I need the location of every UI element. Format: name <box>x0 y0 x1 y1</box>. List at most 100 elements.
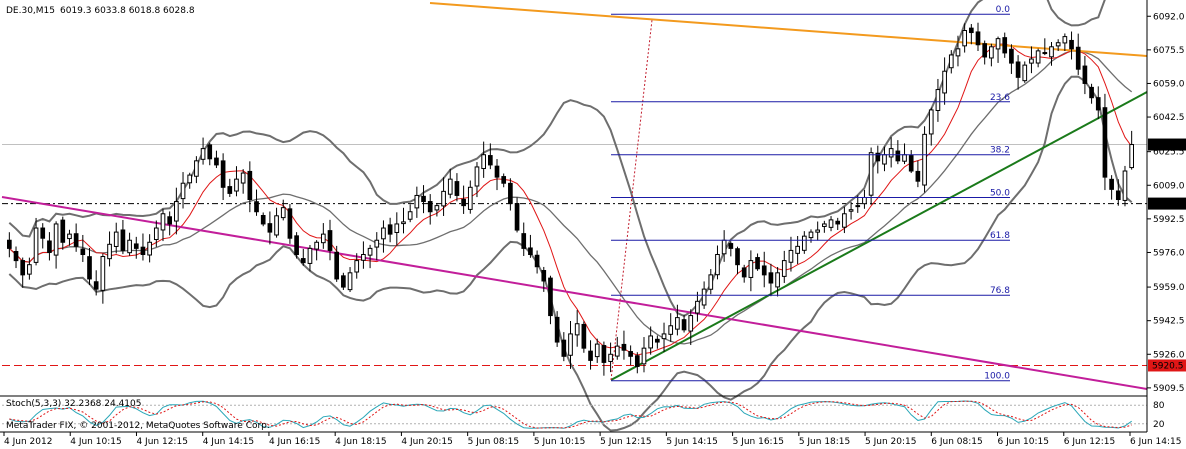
candle-body <box>347 272 353 291</box>
candle-body <box>661 333 667 340</box>
candle-body <box>908 155 914 172</box>
candle-body <box>528 247 533 255</box>
candle-body <box>648 335 654 349</box>
candle-body <box>574 323 580 336</box>
candle-body <box>414 194 420 209</box>
time-tick-label: 6 Jun 14:15 <box>1130 437 1181 447</box>
candle-body <box>815 229 821 233</box>
candle-body <box>608 353 613 362</box>
time-tick-label: 5 Jun 12:15 <box>600 437 651 447</box>
candle-body <box>294 235 299 255</box>
candle-body <box>467 186 473 210</box>
candle-body <box>882 154 887 165</box>
candle-body <box>982 43 988 58</box>
candle-body <box>655 338 660 343</box>
time-tick-label: 5 Jun 16:15 <box>733 437 784 447</box>
candle-body <box>461 198 466 207</box>
candle-body <box>508 182 513 205</box>
candle-body <box>307 247 313 264</box>
guides-layer <box>2 144 1147 366</box>
fibonacci-level-label: 38.2 <box>990 146 1010 156</box>
candle-body <box>160 213 166 231</box>
candle-body <box>614 345 620 357</box>
time-tick-label: 4 Jun 16:15 <box>269 437 320 447</box>
fibonacci-level-label: 61.8 <box>990 231 1010 241</box>
stochastic-axis-label: 80 <box>1153 401 1165 411</box>
candle-body <box>287 208 293 239</box>
candle-body <box>561 339 567 357</box>
candle-body <box>868 152 874 196</box>
price-tick-label: 5959.0 <box>1153 283 1185 293</box>
price-tick-label: 6025.5 <box>1153 148 1185 158</box>
candle-body <box>902 154 907 162</box>
time-tick-label: 5 Jun 14:15 <box>666 437 717 447</box>
candle-body <box>895 150 901 162</box>
candle-body <box>915 170 921 182</box>
candle-body <box>447 178 453 195</box>
candle-body <box>280 207 286 219</box>
candle-body <box>601 345 607 363</box>
candle-body <box>548 277 553 317</box>
orange-trendline <box>429 2 1148 57</box>
candle-body <box>441 190 446 207</box>
time-tick-label: 4 Jun 20:15 <box>401 437 452 447</box>
candle-body <box>668 325 674 335</box>
candle-body <box>1095 97 1101 111</box>
stochastic-label: Stoch(5,3,3) 32.2368 24.4105 <box>6 399 141 409</box>
candle-body <box>1042 52 1048 55</box>
time-tick-label: 5 Jun 08:15 <box>468 437 519 447</box>
candle-body <box>474 166 480 187</box>
candle-body <box>688 315 694 332</box>
candle-body <box>267 223 273 233</box>
candle-body <box>100 256 106 291</box>
candle-body <box>514 203 520 231</box>
price-tick-label: 6059.0 <box>1153 79 1185 89</box>
candle-body <box>748 260 754 278</box>
candle-body <box>955 48 961 57</box>
price-tick-label: 5992.5 <box>1153 215 1185 225</box>
candle-body <box>935 89 941 112</box>
candle-body <box>227 186 233 194</box>
candle-body <box>948 54 954 69</box>
candle-body <box>1115 190 1121 201</box>
candle-body <box>1089 86 1094 99</box>
candle-body <box>454 181 460 196</box>
candle-body <box>87 256 92 280</box>
candle-body <box>327 230 333 251</box>
candle-body <box>33 227 39 263</box>
candle-body <box>835 220 841 225</box>
candle-body <box>588 350 593 361</box>
candle-body <box>928 109 934 135</box>
candle-body <box>153 227 159 241</box>
candle-body <box>568 333 573 356</box>
stochastic-layer: 80 20 <box>2 400 1165 430</box>
time-tick-label: 4 Jun 2012 <box>4 437 52 447</box>
candle-body <box>534 254 540 268</box>
candle-body <box>60 219 66 243</box>
stochastic-axis-label: 20 <box>1153 420 1165 430</box>
candle-body <box>862 196 867 205</box>
candle-body <box>521 233 527 249</box>
candle-body <box>314 241 319 250</box>
candle-body <box>554 316 560 343</box>
price-tick-label: 5976.0 <box>1153 248 1185 258</box>
candle-body <box>801 235 807 251</box>
candle-body <box>975 31 981 46</box>
candle-body <box>808 231 814 239</box>
magenta-trendline <box>1 196 1148 390</box>
time-tick-label: 5 Jun 18:15 <box>799 437 850 447</box>
candle-body <box>167 216 173 225</box>
candle-body <box>180 182 186 200</box>
candle-body <box>47 240 52 253</box>
candle-body <box>113 231 119 247</box>
current-price-tag-bg <box>1148 138 1186 151</box>
time-tick-label: 6 Jun 10:15 <box>998 437 1049 447</box>
candle-body <box>487 155 493 166</box>
candle-body <box>822 223 827 227</box>
candle-body <box>174 201 179 222</box>
candle-body <box>207 144 213 160</box>
candle-body <box>381 227 386 240</box>
candle-body <box>361 253 366 261</box>
